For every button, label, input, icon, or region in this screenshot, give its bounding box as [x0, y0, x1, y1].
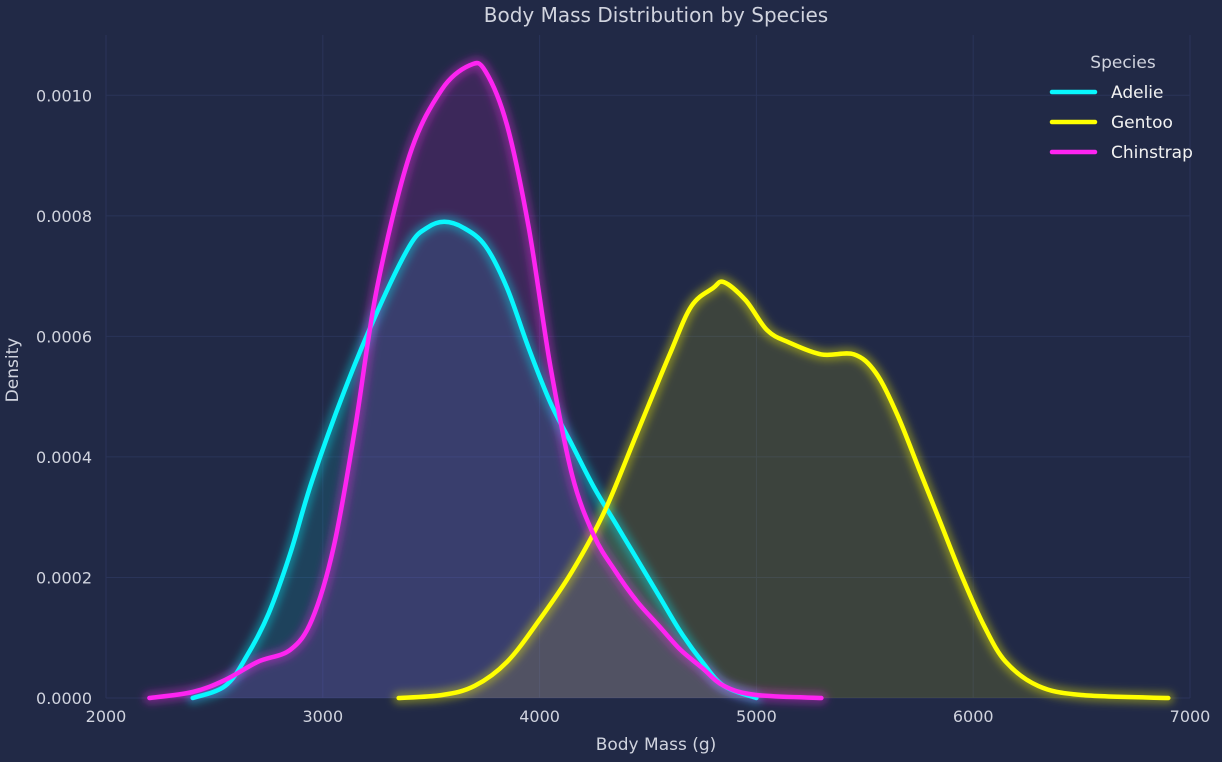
x-tick-label: 5000 — [736, 707, 777, 726]
tick-labels: 2000 3000 4000 5000 6000 7000 0.0000 0.0002 0.00… — [36, 86, 1210, 726]
y-tick-label: 0.0010 — [36, 86, 92, 105]
x-tick-label: 4000 — [519, 707, 560, 726]
x-axis-label: Body Mass (g) — [596, 735, 717, 755]
legend: Species Adelie Gentoo Chinstrap — [1049, 53, 1193, 163]
x-tick-label: 2000 — [86, 707, 127, 726]
y-tick-label: 0.0002 — [36, 568, 92, 587]
gentoo-legend-label: Gentoo — [1111, 113, 1173, 133]
density-lines — [147, 60, 1171, 701]
x-tick-label: 7000 — [1170, 707, 1211, 726]
x-tick-label: 3000 — [302, 707, 343, 726]
x-tick-label: 6000 — [953, 707, 994, 726]
y-tick-label: 0.0008 — [36, 207, 92, 226]
chart-title: Body Mass Distribution by Species — [484, 3, 828, 27]
legend-title: Species — [1090, 53, 1156, 73]
gentoo-density-line — [396, 279, 1171, 701]
adelie-legend-label: Adelie — [1111, 83, 1164, 103]
y-tick-label: 0.0006 — [36, 327, 92, 346]
y-tick-label: 0.0004 — [36, 448, 92, 467]
y-axis-label: Density — [3, 338, 23, 403]
chinstrap-legend-label: Chinstrap — [1111, 143, 1193, 163]
y-tick-label: 0.0000 — [36, 689, 92, 708]
chinstrap-density-fill — [149, 63, 822, 698]
adelie-density-line — [190, 219, 759, 701]
chinstrap-density-line — [147, 60, 824, 701]
gentoo-density-fill — [398, 281, 1169, 698]
